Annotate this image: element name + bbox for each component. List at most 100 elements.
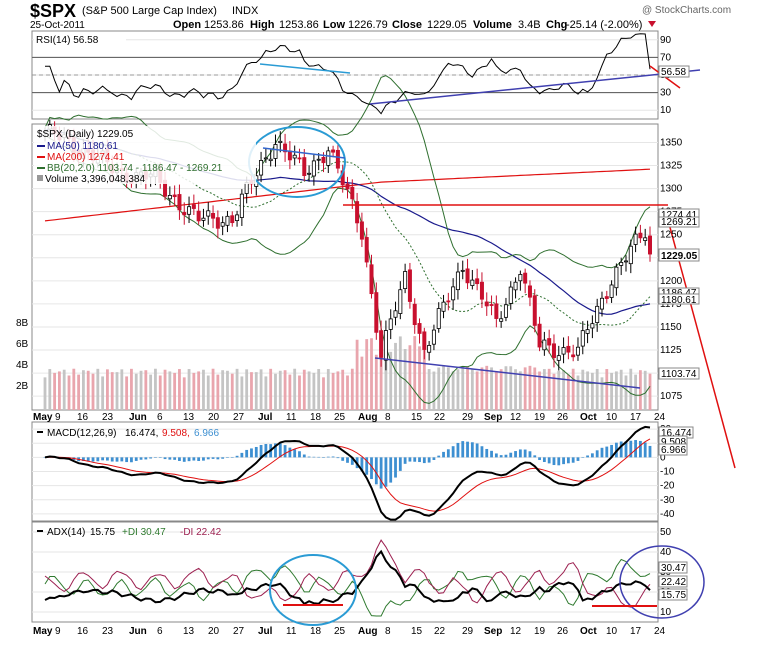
volume-bar (154, 368, 157, 410)
macd-histogram-bar (480, 446, 484, 458)
x-axis-label: 23 (102, 412, 114, 423)
macd-tick: -30 (660, 495, 675, 506)
candle-body (460, 269, 465, 272)
candle-up (403, 263, 408, 294)
candle-up (307, 165, 312, 182)
open-label: Open (173, 19, 201, 31)
volume-bar (499, 369, 503, 410)
candle-down (532, 289, 537, 333)
volume-bar (86, 370, 90, 410)
candle-body (623, 260, 628, 263)
candle-body (590, 323, 595, 329)
macd-histogram-bar (336, 457, 340, 459)
volume-bar (518, 371, 522, 410)
volume-bar (288, 374, 292, 410)
volume-bar (475, 371, 479, 410)
macd-histogram-bar (274, 443, 277, 458)
volume-bar (101, 376, 105, 410)
volume-bar (408, 345, 412, 410)
volume-bar (240, 376, 244, 410)
macd-histogram-bar (278, 443, 282, 458)
volume-bar (605, 369, 609, 410)
macd-histogram-bar (144, 457, 148, 460)
candle-down (446, 292, 451, 311)
macd-histogram-bar (437, 455, 441, 458)
candle-down (484, 292, 489, 316)
candle-up (508, 281, 513, 310)
x-axis-label: 20 (208, 412, 220, 423)
macd-histogram-bar (110, 457, 114, 462)
x-axis-label: Oct (580, 626, 597, 637)
macd-histogram-bar (509, 452, 513, 458)
high-value: 1253.86 (279, 19, 319, 31)
macd-histogram-bar (365, 457, 369, 475)
volume-legend: Volume 3,396,048,384 (45, 174, 146, 185)
macd-histogram-bar (456, 442, 460, 458)
candle-down (479, 272, 484, 308)
volume-bar (91, 373, 95, 410)
adx-tick: 40 (660, 547, 672, 558)
volume-bar (72, 368, 76, 410)
price-legend-title: $SPX (Daily) 1229.05 (37, 129, 134, 140)
candle-body (619, 261, 624, 266)
macd-histogram-bar (350, 457, 354, 465)
x-axis-label: 27 (233, 626, 245, 637)
macd-histogram-bar (187, 457, 191, 462)
volume-bar (576, 375, 580, 410)
x-axis-label: Jun (129, 412, 147, 423)
candle-body (431, 329, 436, 345)
candle-up (561, 337, 566, 364)
candle-body (398, 289, 403, 314)
x-axis-label: 19 (534, 412, 546, 423)
volume-bar (461, 366, 465, 410)
candle-body (239, 193, 244, 218)
symbol: $SPX (30, 1, 76, 21)
volume-bar (134, 373, 138, 410)
x-axis-label: 13 (183, 626, 195, 637)
volume-bar (245, 369, 249, 410)
volume-bar (514, 369, 517, 410)
candle-up (556, 345, 561, 371)
adx-value-labels: 30.47 22.42 15.75 (658, 561, 688, 601)
macd-histogram-bar (216, 457, 220, 460)
x-axis-label: 22 (434, 412, 446, 423)
candle-body (225, 215, 230, 226)
adx-tick: 10 (660, 607, 672, 618)
candle-up (225, 210, 230, 233)
volume-bar (226, 370, 229, 410)
candle-up (628, 239, 633, 274)
volume-bar (48, 369, 52, 410)
signal-value: 9.508 (661, 437, 686, 448)
macd-histogram-bar (221, 457, 225, 459)
x-axis-label: Jul (258, 412, 273, 423)
candle-body (575, 346, 580, 356)
candle-down (211, 205, 216, 229)
adx-value: 15.75 (661, 590, 686, 601)
volume-bar (370, 338, 373, 410)
macd-histogram-bar (120, 457, 124, 462)
volume-bar (638, 370, 642, 410)
candle-body (547, 338, 552, 346)
rsi-last-label: 56.58 (658, 65, 690, 78)
candle-body (643, 237, 648, 241)
volume-bar (206, 375, 210, 410)
volume-bar (413, 336, 417, 410)
close-price-value: 1229.05 (661, 251, 698, 262)
candle-down (417, 318, 422, 344)
volume-bar (125, 376, 129, 410)
macd-histogram-bar (341, 457, 345, 461)
x-axis-label: 26 (557, 412, 569, 423)
rsi-tick: 30 (660, 88, 672, 99)
bb-mid-line (44, 127, 651, 326)
candle-body (585, 329, 590, 334)
x-axis-label: 16 (77, 412, 89, 423)
candle-body (230, 215, 235, 224)
x-axis-label: 29 (462, 412, 474, 423)
candle-down (191, 194, 196, 216)
volume-bar (509, 366, 513, 410)
candle-down (494, 295, 499, 328)
down-arrow-icon (648, 21, 656, 27)
macd-histogram-bar (408, 457, 412, 462)
volume-bar (437, 367, 441, 410)
adx-line (44, 549, 651, 606)
